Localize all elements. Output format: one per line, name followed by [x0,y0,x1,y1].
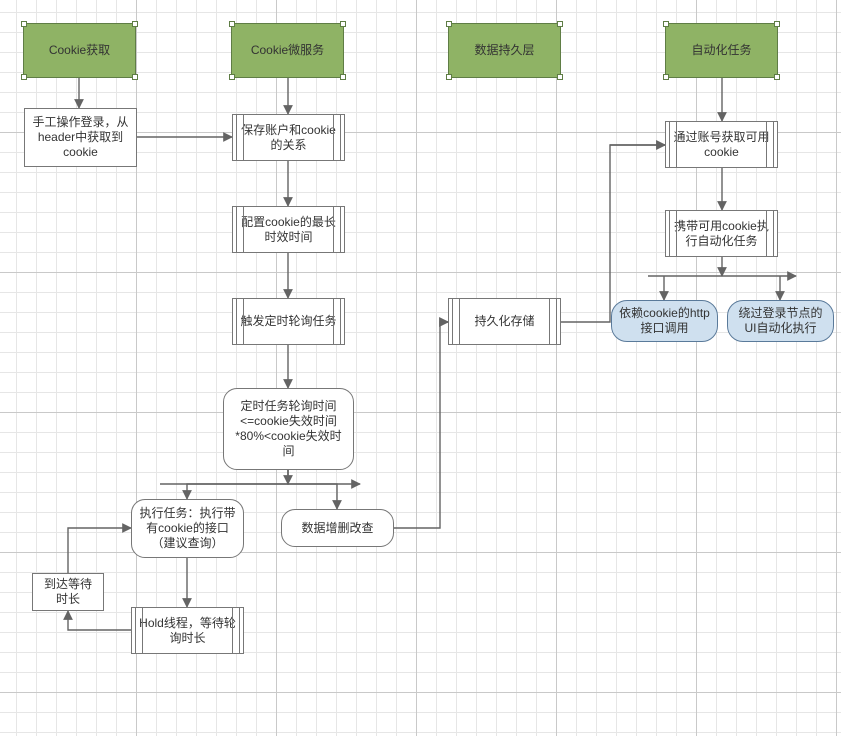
label: Hold线程，等待轮询时长 [138,616,237,646]
node-exec-task: 执行任务：执行带有cookie的接口（建议查询） [131,499,244,558]
node-run-with-cookie: 携带可用cookie执行自动化任务 [665,210,778,257]
label: 依赖cookie的http接口调用 [618,306,711,336]
node-poll-condition: 定时任务轮询时间<=cookie失效时间*80%<cookie失效时间 [223,388,354,470]
label: 触发定时轮询任务 [240,314,336,329]
label: 自动化任务 [691,43,751,58]
label: 数据持久层 [474,43,534,58]
label: 持久化存储 [474,314,534,329]
node-ui-bypass-login: 绕过登录节点的UI自动化执行 [727,300,834,342]
node-persist-store: 持久化存储 [448,298,561,345]
label: 保存账户和cookie的关系 [239,123,338,153]
label: Cookie获取 [49,43,110,58]
label: 到达等待时长 [39,577,97,607]
lane-header-cookie-service: Cookie微服务 [231,23,344,78]
label: 手工操作登录，从header中获取到cookie [31,115,130,160]
label: 绕过登录节点的UI自动化执行 [734,306,827,336]
label: 定时任务轮询时间<=cookie失效时间*80%<cookie失效时间 [230,399,347,459]
node-trigger-poll: 触发定时轮询任务 [232,298,345,345]
lane-header-persistence: 数据持久层 [448,23,561,78]
label: 数据增删改查 [301,521,373,536]
lane-header-cookie-acquire: Cookie获取 [23,23,136,78]
label: Cookie微服务 [251,43,324,58]
node-crud: 数据增删改查 [281,509,394,547]
lane-header-automation: 自动化任务 [665,23,778,78]
node-manual-login: 手工操作登录，从header中获取到cookie [24,108,137,167]
label: 携带可用cookie执行自动化任务 [672,219,771,249]
label: 配置cookie的最长时效时间 [239,215,338,245]
node-config-ttl: 配置cookie的最长时效时间 [232,206,345,253]
label: 通过账号获取可用cookie [672,130,771,160]
node-save-account-cookie: 保存账户和cookie的关系 [232,114,345,161]
node-hold-thread: Hold线程，等待轮询时长 [131,607,244,654]
node-http-with-cookie: 依赖cookie的http接口调用 [611,300,718,342]
node-wait-elapsed: 到达等待时长 [32,573,104,611]
label: 执行任务：执行带有cookie的接口（建议查询） [138,506,237,551]
node-get-usable-cookie: 通过账号获取可用cookie [665,121,778,168]
